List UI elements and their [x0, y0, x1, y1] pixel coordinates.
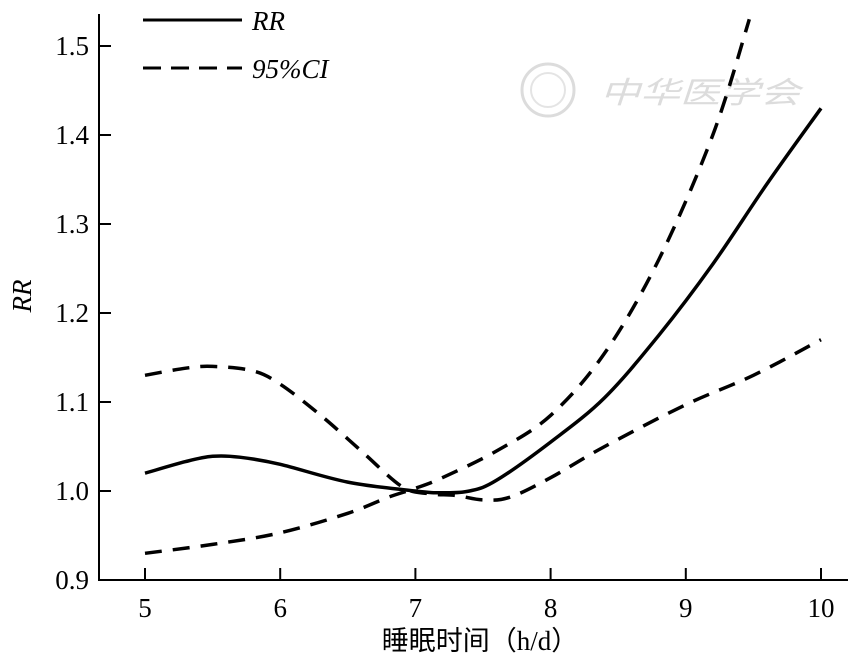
- watermark-text: 中华医学会: [600, 76, 804, 111]
- legend-label-rr: RR: [251, 6, 285, 36]
- series-ci-lower-line: [144, 338, 822, 502]
- x-tick-label: 10: [808, 593, 835, 623]
- x-tick-label: 9: [679, 593, 693, 623]
- series-rr-line: [144, 107, 823, 495]
- legend: RR 95%CI: [143, 6, 331, 84]
- x-tick-label: 5: [138, 593, 152, 623]
- y-tick-label: 0.9: [55, 565, 89, 595]
- y-tick-label: 1.1: [55, 387, 89, 417]
- x-axis-title: 睡眠时间（h/d）: [382, 626, 579, 656]
- series-ci-upper-line: [144, 18, 751, 556]
- y-tick-label: 1.2: [55, 298, 89, 328]
- watermark-seal-icon: [520, 62, 576, 118]
- y-tick-label: 1.0: [55, 476, 89, 506]
- watermark-seal-inner: [530, 72, 566, 108]
- x-tick-label: 8: [544, 593, 558, 623]
- series-group: [144, 18, 823, 556]
- watermark: 中华医学会: [520, 62, 804, 118]
- y-tick-label: 1.4: [55, 120, 89, 150]
- legend-label-ci: 95%CI: [252, 54, 331, 84]
- y-tick-label: 1.5: [55, 31, 89, 61]
- x-tick-group: 5 6 7 8 9 10: [138, 568, 835, 623]
- y-axis-title: RR: [7, 279, 37, 313]
- x-tick-label: 6: [273, 593, 287, 623]
- y-tick-label: 1.3: [55, 209, 89, 239]
- y-tick-group: 0.9 1.0 1.1 1.2 1.3 1.4 1.5: [55, 31, 111, 595]
- x-tick-label: 7: [409, 593, 423, 623]
